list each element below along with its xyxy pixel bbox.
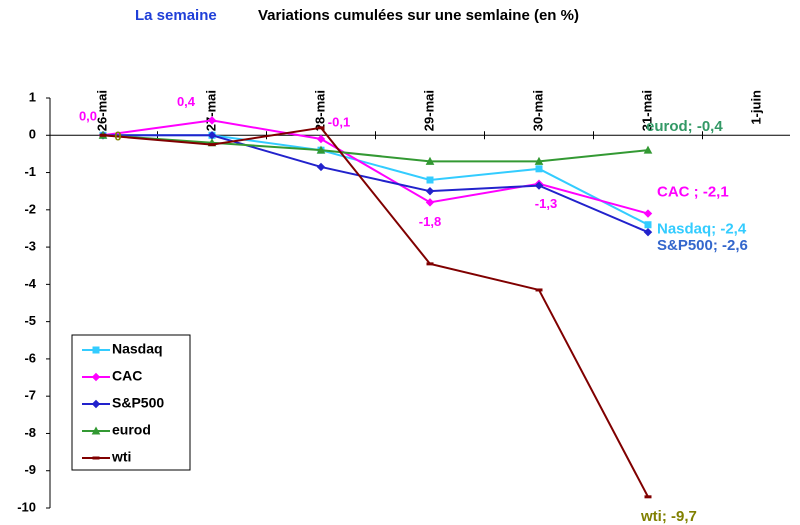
- marker: [643, 145, 653, 154]
- data-label: wti; -9,7: [640, 508, 697, 525]
- series: S&P500; -2,6: [98, 131, 748, 254]
- chart-subtitle: Variations cumulées sur une semlaine (en…: [258, 7, 579, 24]
- marker: [316, 162, 326, 172]
- marker: [426, 176, 434, 184]
- data-label: 0,4: [177, 94, 196, 109]
- data-label: Nasdaq; -2,4: [657, 221, 747, 238]
- marker: [316, 145, 326, 154]
- marker: [317, 126, 325, 130]
- y-tick-label: 1: [29, 89, 36, 104]
- x-tick-label: 29-mai: [421, 90, 436, 131]
- marker: [99, 133, 107, 137]
- legend-label: wti: [111, 449, 131, 465]
- marker: [91, 399, 101, 409]
- data-label: eurod; -0,4: [646, 118, 723, 135]
- marker: [534, 181, 544, 190]
- data-label: -0,1: [328, 114, 350, 129]
- series: 0,0 0,4 -0,1 -1,8 -1,3 CAC ; -2,1: [79, 94, 729, 229]
- marker: [643, 209, 653, 218]
- marker: [535, 288, 543, 292]
- x-tick-label: 27-mai: [203, 90, 218, 131]
- marker: [425, 198, 435, 207]
- y-tick-label: -9: [24, 462, 36, 477]
- y-tick-label: -4: [24, 276, 36, 291]
- y-tick-label: -1: [24, 164, 36, 179]
- data-label: 0: [114, 129, 121, 144]
- data-label: -1,3: [535, 196, 557, 211]
- chart-title: La semaine: [135, 7, 217, 24]
- line: [102, 119, 649, 215]
- legend-label: S&P500: [112, 395, 164, 411]
- marker: [91, 372, 101, 382]
- line: [102, 134, 649, 163]
- marker: [425, 186, 435, 196]
- x-tick-label: 31-mai: [639, 90, 654, 131]
- marker: [425, 156, 435, 165]
- x-tick-label: 26-mai: [94, 90, 109, 131]
- x-tick-label: 1-juin: [748, 90, 763, 125]
- marker: [207, 116, 217, 125]
- legend-label: Nasdaq: [112, 341, 163, 357]
- y-tick-label: 0: [29, 127, 36, 142]
- marker: [92, 456, 100, 460]
- legend-label: CAC: [112, 368, 142, 384]
- line: [102, 126, 649, 498]
- y-tick-label: -8: [24, 425, 36, 440]
- line: [103, 134, 649, 234]
- marker: [643, 227, 653, 237]
- marker: [644, 495, 652, 499]
- x-tick-label: 28-mai: [312, 90, 327, 131]
- data-label: S&P500; -2,6: [657, 237, 748, 254]
- marker: [644, 221, 652, 229]
- y-tick-label: -3: [24, 239, 36, 254]
- y-tick-label: -5: [24, 313, 36, 328]
- data-label: CAC ; -2,1: [657, 184, 729, 201]
- legend-box: [71, 334, 191, 471]
- y-tick-label: -6: [24, 350, 36, 365]
- marker: [535, 165, 543, 173]
- marker: [534, 156, 544, 165]
- x-tick-label: 30-mai: [530, 90, 545, 131]
- y-tick-label: -7: [24, 388, 36, 403]
- marker: [426, 262, 434, 266]
- data-label: 0,0: [79, 109, 97, 124]
- marker: [316, 134, 326, 144]
- legend-label: eurod: [112, 422, 151, 438]
- y-tick-label: -2: [24, 201, 36, 216]
- data-label: -1,8: [419, 214, 441, 229]
- marker: [208, 143, 216, 147]
- marker: [92, 346, 100, 354]
- y-tick-label: -10: [17, 499, 36, 514]
- series: 0 wti; -9,7: [99, 126, 697, 525]
- marker: [91, 426, 101, 435]
- series: eurod; -0,4: [98, 118, 723, 165]
